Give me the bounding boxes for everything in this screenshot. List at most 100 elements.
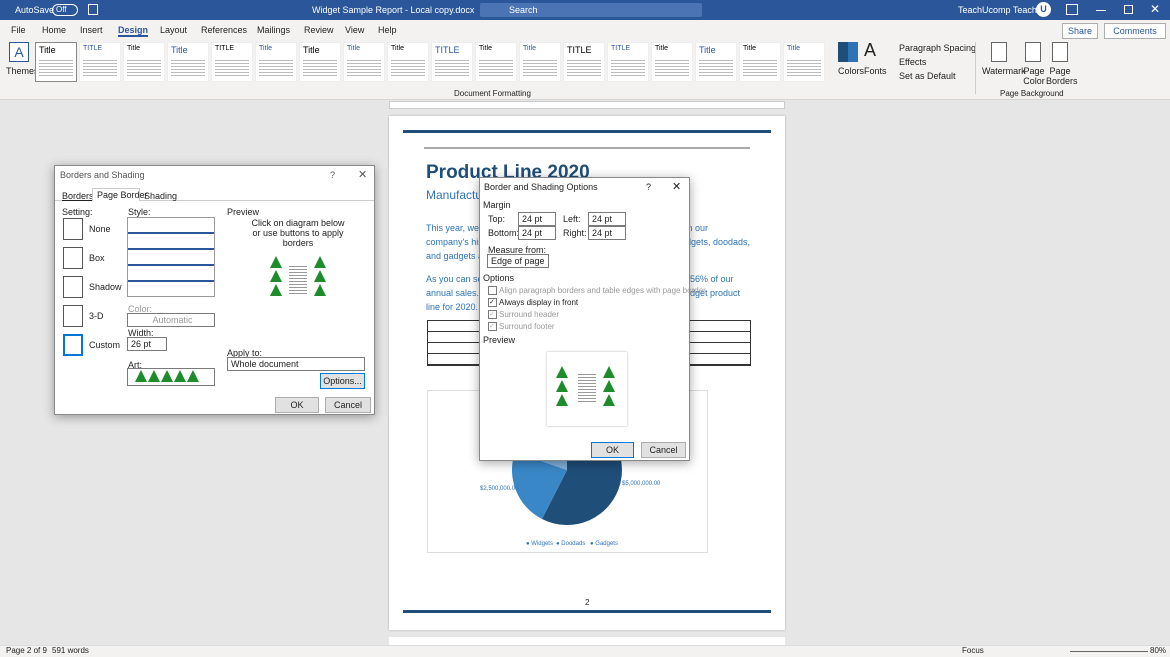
pie-slice	[511, 452, 567, 519]
ribbon-tab[interactable]: File	[11, 25, 26, 35]
maximize[interactable]	[1124, 5, 1133, 14]
focus-button[interactable]: Focus	[962, 646, 984, 655]
ribbon-display[interactable]	[1066, 4, 1078, 15]
cancel-button[interactable]: Cancel	[641, 442, 686, 458]
top-field[interactable]: 24 pt	[518, 212, 556, 226]
legend-text: Doodads	[561, 541, 586, 547]
checkbox[interactable]: ✓	[488, 298, 497, 307]
save-icon[interactable]	[88, 4, 98, 15]
paragraph-spacing[interactable]: Paragraph Spacing	[899, 43, 977, 53]
page-color-label[interactable]: Page Color	[1023, 66, 1045, 86]
preview-label: Preview	[227, 207, 260, 217]
right-field[interactable]: 24 pt	[588, 226, 626, 240]
fonts-label[interactable]: Fonts	[864, 66, 887, 76]
section-label: Margin	[483, 200, 511, 210]
ribbon-tab[interactable]: Review	[304, 25, 334, 35]
user-avatar[interactable]: U	[1036, 2, 1051, 17]
width-label: Width:	[128, 328, 154, 338]
ribbon-tab[interactable]: View	[345, 25, 365, 35]
tree-art	[314, 284, 326, 296]
bottom-label: Bottom:	[488, 228, 520, 238]
ok-button[interactable]: OK	[275, 397, 319, 413]
paragraph-fragment: line for 2020.	[426, 302, 479, 312]
document-title: Widget Sample Report - Local copy.docx	[312, 5, 475, 15]
ribbon-tab[interactable]: Design	[118, 25, 149, 37]
setting-label[interactable]: 3-D	[89, 311, 104, 321]
tree-art	[556, 366, 568, 378]
data-label: $2,500,000.00	[480, 486, 519, 492]
top-label: Top:	[488, 214, 506, 224]
colors-label[interactable]: Colors	[838, 66, 865, 76]
style-title: Title	[655, 45, 668, 52]
setting-label[interactable]: Box	[89, 253, 105, 263]
left-field[interactable]: 24 pt	[588, 212, 626, 226]
themes-icon[interactable]: A	[9, 42, 29, 62]
close[interactable]: ✕	[1150, 2, 1161, 16]
checkbox-label: Surround header	[499, 310, 560, 319]
style-lines	[611, 58, 645, 76]
measure-dropdown[interactable]: Edge of page	[487, 254, 549, 268]
ribbon-tab[interactable]: Insert	[80, 25, 103, 35]
comments-button[interactable]: Comments	[1104, 23, 1166, 39]
bottom-field[interactable]: 24 pt	[518, 226, 556, 240]
autosave-toggle[interactable]: Off	[52, 4, 78, 16]
dialog-tab[interactable]: Borders	[62, 191, 94, 201]
ribbon-tab[interactable]: References	[201, 25, 248, 35]
share-button[interactable]: Share	[1062, 23, 1098, 39]
style-lines	[303, 58, 337, 76]
setting-icon[interactable]	[63, 247, 83, 269]
apply-dropdown[interactable]: Whole document	[227, 357, 365, 371]
page-count[interactable]: Page 2 of 9	[6, 646, 47, 655]
close-button[interactable]: ✕	[672, 181, 682, 193]
style-lines	[699, 58, 733, 76]
ribbon-tab[interactable]: Layout	[160, 25, 188, 35]
dialog-tab[interactable]: Shading	[144, 191, 178, 201]
setting-label[interactable]: Shadow	[89, 282, 122, 292]
fonts-icon[interactable]: A	[864, 40, 877, 60]
themes-label[interactable]: Themes	[6, 66, 39, 76]
page-color-icon[interactable]	[1025, 42, 1041, 62]
style-lines	[171, 58, 205, 76]
set-as-default[interactable]: Set as Default	[899, 71, 956, 81]
setting-icon[interactable]	[63, 334, 83, 356]
close-button[interactable]: ✕	[358, 169, 368, 181]
checkbox[interactable]	[488, 286, 497, 295]
setting-label[interactable]: None	[89, 224, 111, 234]
colors-icon[interactable]	[838, 42, 858, 62]
help-button[interactable]: ?	[330, 170, 336, 180]
dialog-tab-active[interactable]: Page Border	[92, 188, 148, 201]
setting-icon[interactable]	[63, 305, 83, 327]
ribbon-tab[interactable]: Home	[42, 25, 67, 35]
page-borders-icon[interactable]	[1052, 42, 1068, 62]
watermark-icon[interactable]	[991, 42, 1007, 62]
ribbon-tab[interactable]: Mailings	[257, 25, 291, 35]
style-list[interactable]	[127, 217, 215, 297]
word-count[interactable]: 591 words	[52, 646, 89, 655]
style-title: Title	[39, 45, 56, 55]
width-field[interactable]: 26 pt	[127, 337, 167, 351]
checkbox[interactable]: ✓	[488, 322, 497, 331]
ribbon-tab[interactable]: Help	[378, 25, 397, 35]
page-borders-label[interactable]: Page Borders	[1046, 66, 1078, 86]
setting-icon[interactable]	[63, 218, 83, 240]
ok-button[interactable]: OK	[591, 442, 634, 458]
minimize[interactable]	[1096, 10, 1106, 11]
style-lines	[215, 58, 249, 76]
checkbox[interactable]: ✓	[488, 310, 497, 319]
zoom-slider[interactable]	[1070, 651, 1148, 652]
search-box[interactable]	[480, 3, 702, 17]
options-button[interactable]: Options...	[320, 373, 365, 389]
help-button[interactable]: ?	[646, 182, 652, 192]
setting-icon[interactable]	[63, 276, 83, 298]
zoom-level[interactable]: 80%	[1150, 646, 1167, 655]
tree-art	[174, 370, 186, 382]
color-dropdown[interactable]: Automatic	[127, 313, 215, 327]
tree-art	[270, 256, 282, 268]
effects[interactable]: Effects	[899, 57, 927, 67]
page-border	[403, 130, 771, 133]
cancel-button[interactable]: Cancel	[325, 397, 371, 413]
watermark-label[interactable]: Watermark	[982, 66, 1026, 76]
setting-label[interactable]: Custom	[89, 340, 121, 350]
style-title: Title	[259, 45, 272, 52]
style-lines	[743, 58, 777, 76]
